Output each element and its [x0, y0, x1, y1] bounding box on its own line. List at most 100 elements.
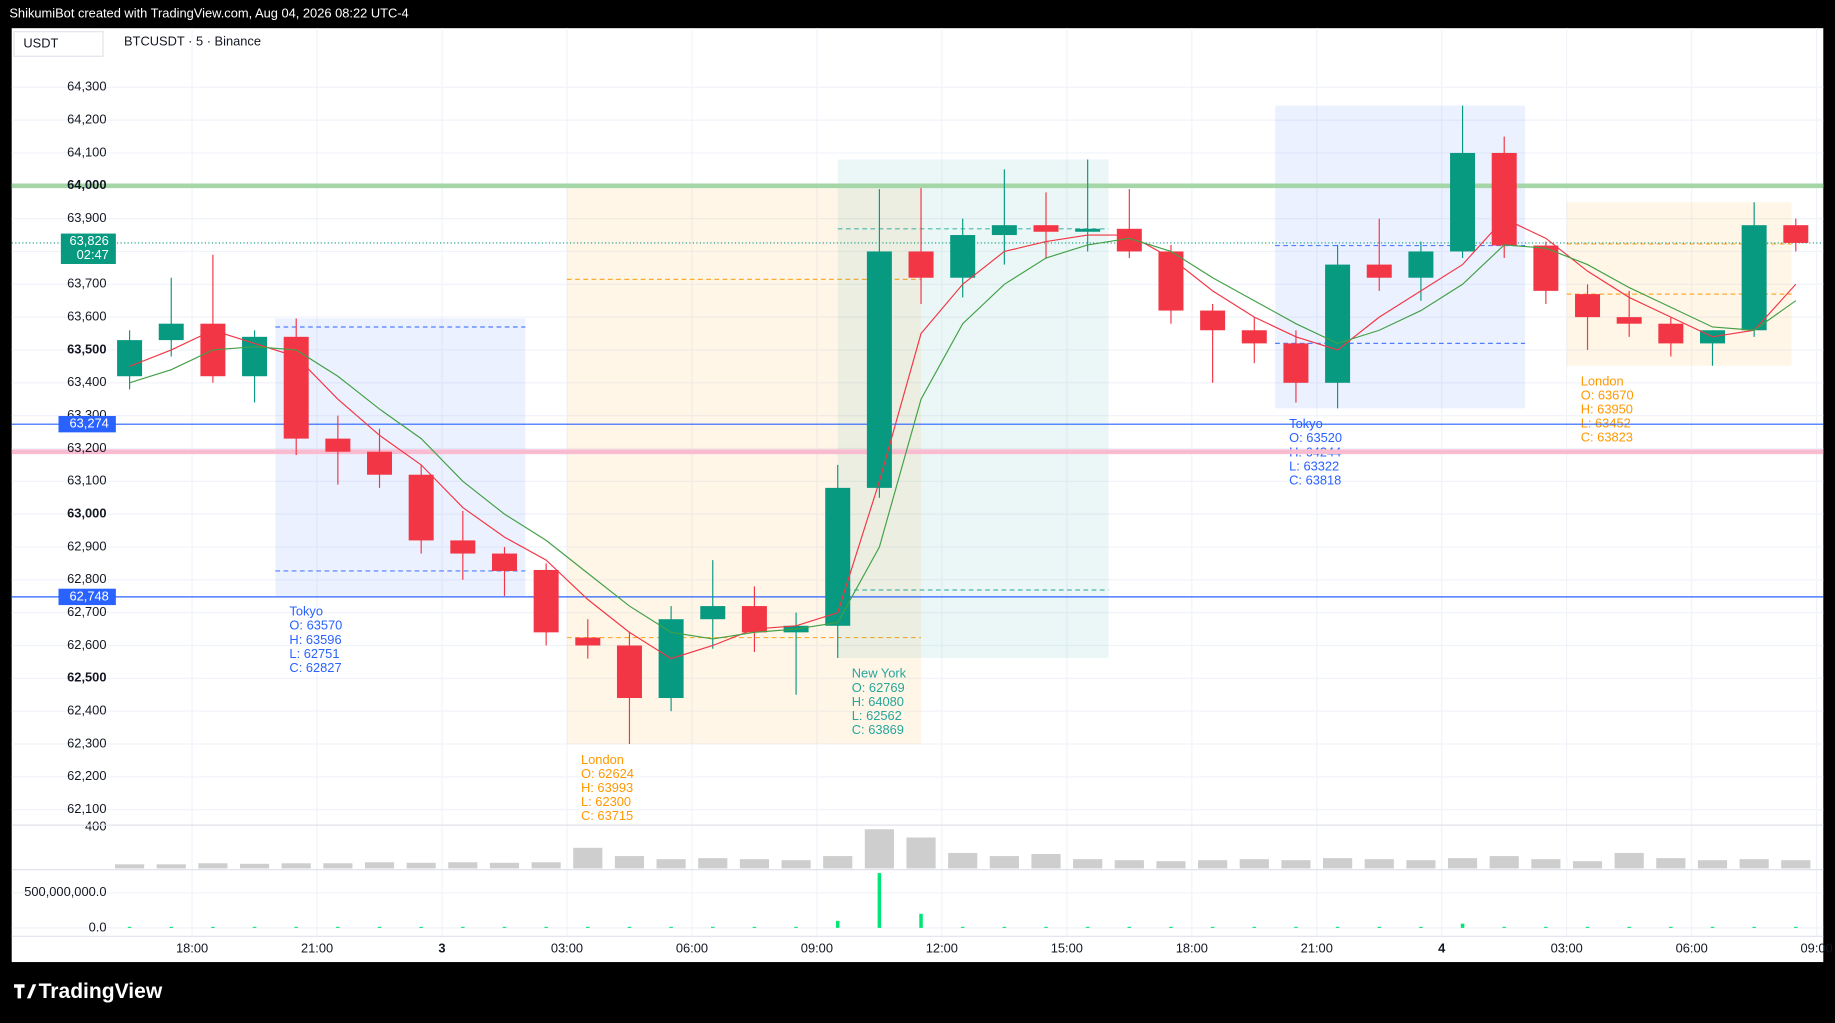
y-tick-label: 62,100: [67, 801, 106, 816]
volume-bar: [489, 862, 520, 869]
indicator-bar: [1460, 923, 1465, 928]
session-ohlc: L: 62562: [852, 708, 902, 723]
volume-bar: [198, 863, 228, 869]
volume-bar: [1364, 859, 1394, 869]
session-ohlc: O: 62769: [852, 680, 905, 695]
volume-bar: [323, 863, 353, 869]
volume-bar: [1697, 860, 1728, 869]
volume-bar: [1198, 860, 1228, 869]
candle-body: [1075, 228, 1101, 232]
volume-bar: [1114, 860, 1144, 869]
candle-body: [825, 487, 851, 626]
session-ohlc: C: 63823: [1581, 430, 1633, 445]
session-ohlc: H: 63993: [581, 780, 633, 795]
indicator-bar: [1419, 926, 1423, 928]
candle-body: [117, 340, 143, 377]
candle-body: [1241, 330, 1267, 344]
indicator-tick-label: 0.0: [89, 919, 107, 934]
volume-bar: [156, 864, 186, 869]
volume-bar: [656, 859, 686, 869]
x-tick-label: 21:00: [1301, 941, 1333, 956]
x-tick-label: 06:00: [1676, 941, 1708, 956]
currency-box[interactable]: [13, 31, 104, 57]
session-ohlc: H: 63596: [289, 632, 341, 647]
indicator-bar: [669, 926, 673, 928]
candle-body: [616, 645, 642, 699]
y-tick-label: 64,000: [67, 177, 106, 192]
x-tick-label: 4: [1438, 941, 1446, 956]
price-badge-label: 63,274: [69, 416, 108, 431]
credit: ShikumiBot created with TradingView.com,…: [9, 6, 408, 21]
indicator-bar: [752, 926, 757, 928]
countdown: 02:47: [77, 247, 109, 262]
indicator-bar: [711, 926, 715, 928]
session-ohlc: H: 63950: [1581, 402, 1633, 417]
candle-body: [700, 606, 726, 620]
indicator-bar: [1127, 926, 1132, 928]
price-badge-label: 62,748: [69, 588, 108, 603]
candle-body: [283, 336, 309, 439]
session-ohlc: C: 63818: [1289, 472, 1341, 487]
indicator-bar: [1002, 926, 1007, 928]
indicator-bar: [1585, 926, 1590, 928]
volume-bar: [281, 863, 311, 869]
indicator-bar: [336, 926, 340, 928]
candle-body: [1658, 323, 1684, 344]
candle-body: [367, 451, 393, 475]
volume-tick-label: 400: [85, 819, 106, 834]
y-tick-label: 62,600: [67, 637, 106, 652]
volume-bar: [1323, 858, 1353, 869]
session-ohlc: L: 63452: [1581, 416, 1631, 431]
x-tick-label: 09:00: [801, 941, 833, 956]
session-name: Tokyo: [289, 604, 323, 619]
y-tick-label: 63,100: [67, 473, 106, 488]
volume-bar: [1614, 852, 1644, 869]
candle-body: [1491, 152, 1517, 246]
currency[interactable]: USDT: [23, 35, 58, 50]
session-ohlc: L: 63322: [1289, 458, 1339, 473]
candle-body: [1325, 264, 1351, 383]
session-ohlc: O: 63570: [289, 618, 342, 633]
y-tick-label: 63,000: [67, 506, 106, 521]
x-tick-label: 3: [438, 941, 445, 956]
y-tick-label: 63,500: [67, 341, 106, 356]
volume-bar: [1406, 860, 1436, 869]
volume-bar: [1156, 861, 1186, 869]
candle-body: [533, 569, 559, 633]
volume-bar: [239, 863, 270, 869]
last-price-badge: [60, 233, 116, 264]
indicator-bar: [794, 926, 798, 928]
indicator-bar: [1377, 926, 1382, 928]
indicator-bar: [1669, 926, 1673, 928]
volume-bar: [1781, 860, 1811, 869]
x-tick-label: 21:00: [301, 941, 333, 956]
candle-body: [491, 553, 517, 571]
price-badge: [58, 588, 116, 606]
candle-body: [991, 225, 1017, 236]
candle-body: [908, 251, 934, 278]
indicator-bar: [835, 920, 840, 928]
volume-bar: [573, 847, 603, 869]
x-tick-label: 18:00: [176, 941, 208, 956]
indicator-bar: [1752, 926, 1756, 928]
session-ohlc: O: 63670: [1581, 388, 1634, 403]
indicator-bar: [377, 926, 382, 928]
session-name: London: [1581, 374, 1624, 389]
y-tick-label: 62,500: [67, 670, 106, 685]
volume-bar: [781, 860, 811, 869]
volume-bar: [1489, 856, 1519, 869]
x-tick-label: 18:00: [1176, 941, 1208, 956]
moving-average: [129, 217, 1797, 660]
volume-bar: [698, 858, 728, 869]
volume-bar: [1447, 858, 1478, 869]
indicator-bar: [419, 926, 423, 928]
volume-bar: [1572, 861, 1603, 869]
volume-bar: [1656, 858, 1686, 869]
session-name: New York: [852, 666, 907, 681]
indicator-bar: [1085, 926, 1090, 928]
indicator-bar: [127, 926, 132, 928]
volume-bar: [1239, 859, 1269, 869]
indicator-bar: [252, 926, 257, 928]
session-ohlc: C: 63869: [852, 722, 904, 737]
y-tick-label: 64,100: [67, 144, 106, 159]
